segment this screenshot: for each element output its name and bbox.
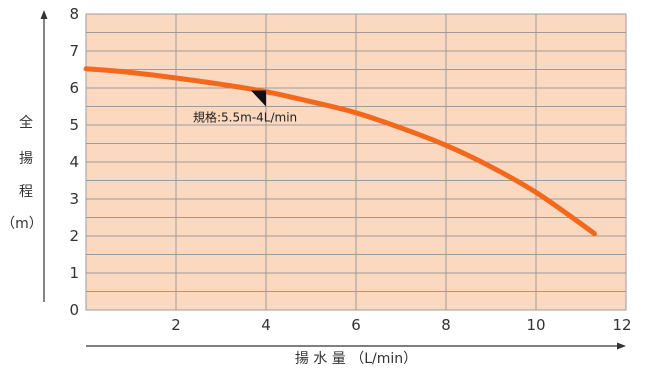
y-axis-label: 全揚程 （m） bbox=[1, 114, 43, 232]
x-axis-label: 揚 水 量 （L/min） bbox=[295, 350, 417, 367]
grid-lines bbox=[85, 13, 627, 311]
y-tick-label: 2 bbox=[69, 227, 79, 245]
x-tick-label: 10 bbox=[526, 316, 545, 334]
y-tick-labels: 0 1 2 3 4 5 6 7 8 bbox=[69, 5, 79, 319]
y-tick-label: 8 bbox=[69, 5, 79, 23]
y-axis-label-char: 揚 bbox=[19, 150, 33, 167]
y-tick-label: 4 bbox=[69, 153, 79, 171]
x-tick-label: 2 bbox=[171, 316, 181, 334]
series-line bbox=[83, 66, 597, 237]
y-tick-label: 1 bbox=[69, 264, 79, 282]
spec-annotation: 規格:5.5m-4L/min bbox=[193, 110, 297, 125]
x-axis-arrow-head bbox=[617, 342, 626, 350]
y-axis-label-char: （m） bbox=[1, 216, 43, 232]
x-tick-labels: 2 4 6 8 10 12 bbox=[171, 316, 631, 334]
y-axis-label-char: 全 bbox=[19, 114, 33, 131]
x-tick-label: 8 bbox=[441, 316, 451, 334]
x-tick-label: 6 bbox=[351, 316, 361, 334]
plot-frame bbox=[85, 13, 627, 311]
spec-point-marker bbox=[251, 90, 266, 107]
y-tick-label: 3 bbox=[69, 190, 79, 208]
y-tick-label: 6 bbox=[69, 79, 79, 97]
x-tick-label: 4 bbox=[261, 316, 271, 334]
y-tick-label: 0 bbox=[69, 301, 79, 319]
y-axis-label-char: 程 bbox=[19, 184, 33, 200]
y-axis-arrow-head bbox=[40, 10, 48, 19]
x-tick-label: 12 bbox=[612, 316, 631, 334]
y-tick-label: 5 bbox=[69, 116, 79, 134]
y-tick-label: 7 bbox=[69, 42, 79, 60]
